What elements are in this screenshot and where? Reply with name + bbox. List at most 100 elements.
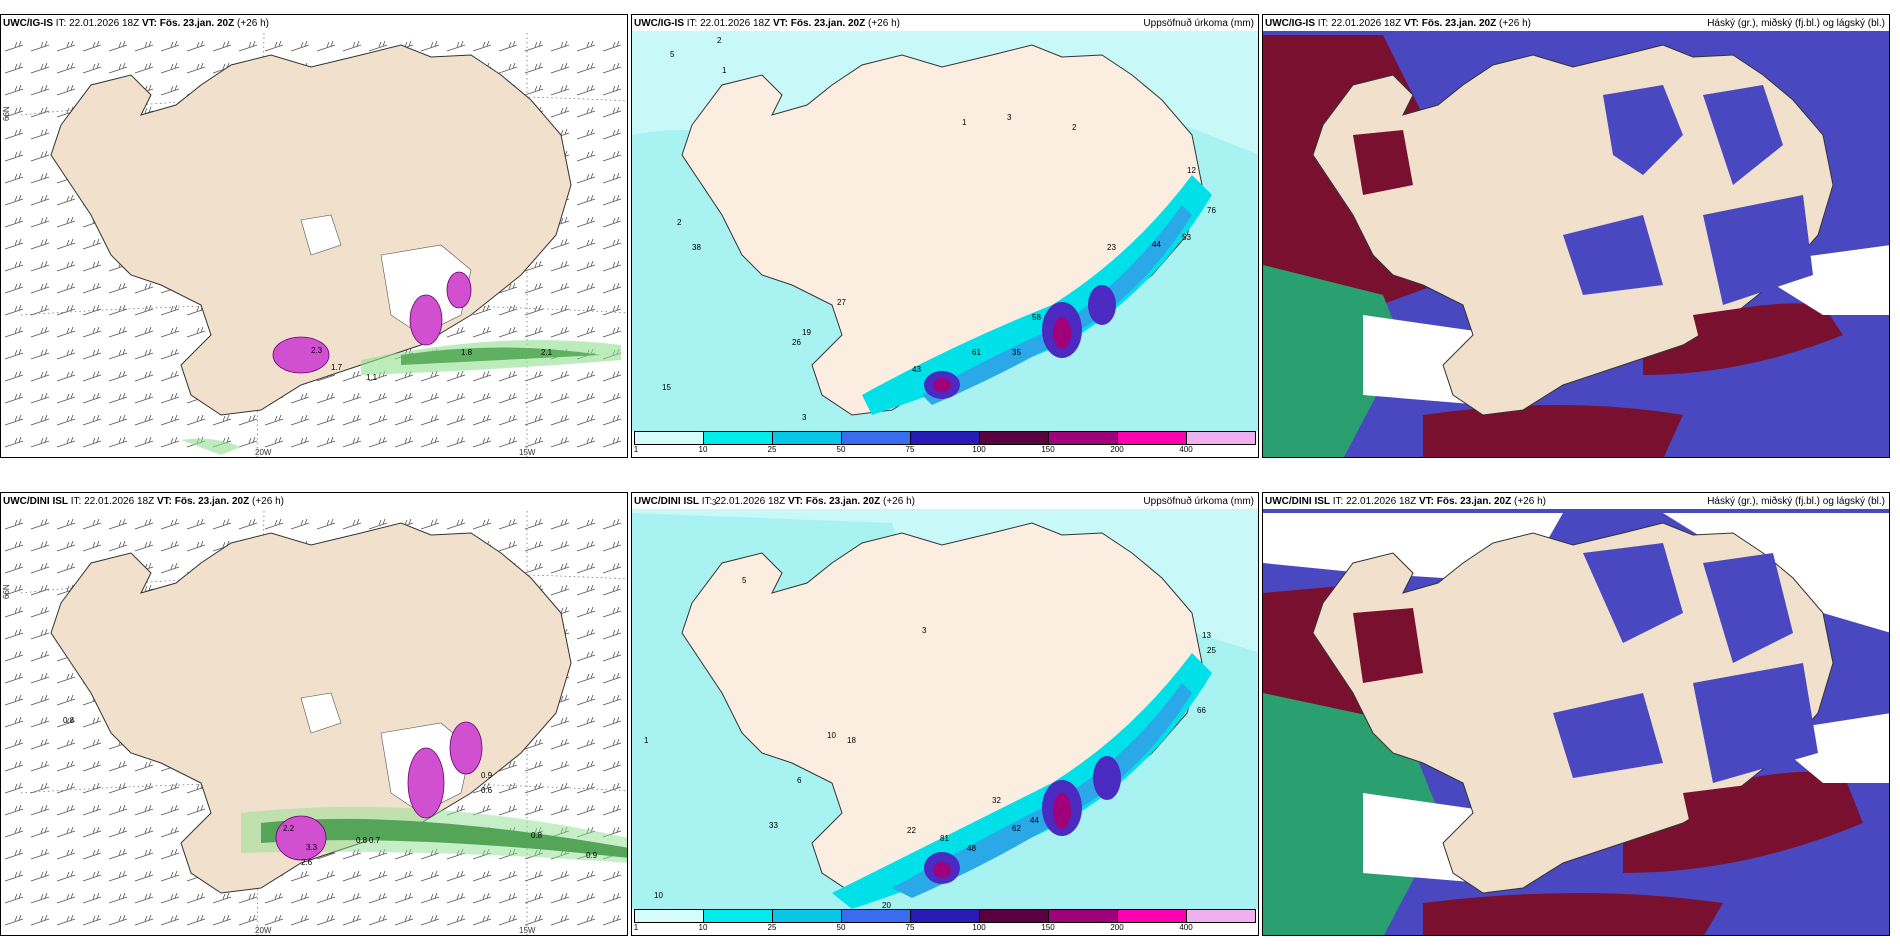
svg-text:44: 44 [1030, 816, 1039, 825]
svg-text:2.2: 2.2 [283, 824, 295, 833]
svg-text:66: 66 [1197, 706, 1206, 715]
wind-label: 2.3 [311, 346, 323, 355]
svg-text:0.8: 0.8 [531, 831, 543, 840]
legend-swatch [704, 910, 773, 922]
svg-text:62: 62 [1012, 824, 1021, 833]
svg-text:0.7: 0.7 [369, 836, 381, 845]
legend-swatch [1118, 432, 1187, 444]
precip-legend: 1 10 25 50 75 100 150 200 400 [632, 429, 1258, 457]
svg-text:10: 10 [827, 731, 836, 740]
svg-text:2.6: 2.6 [301, 858, 313, 867]
svg-text:0.9: 0.9 [481, 771, 493, 780]
svg-text:23: 23 [1107, 243, 1116, 252]
panel-cloud-bottom: UWC/DINI ISL IT: 22.01.2026 18Z VT: Fös.… [1262, 492, 1890, 936]
panel-precip-top: UWC/IG-IS IT: 22.01.2026 18Z VT: Fös. 23… [631, 14, 1259, 458]
svg-text:20: 20 [882, 901, 891, 910]
svg-text:22: 22 [907, 826, 916, 835]
panel-header: UWC/DINI ISL IT: 22.01.2026 18Z VT: Fös.… [634, 496, 915, 507]
wind-map: 0.8 2.2 3.3 2.6 0.8 0.7 0.6 0.9 0.8 0.9 … [1, 510, 627, 935]
panel-header: UWC/IG-IS IT: 22.01.2026 18Z VT: Fös. 23… [1265, 18, 1531, 29]
svg-text:25: 25 [1207, 646, 1216, 655]
svg-text:5: 5 [742, 576, 747, 585]
svg-text:1: 1 [962, 118, 967, 127]
wind-label: 1.1 [366, 373, 378, 382]
svg-text:61: 61 [972, 348, 981, 357]
legend-swatch [635, 910, 704, 922]
svg-text:26: 26 [792, 338, 801, 347]
panel-cloud-top: UWC/IG-IS IT: 22.01.2026 18Z VT: Fös. 23… [1262, 14, 1890, 458]
lat-label: 66N [2, 106, 11, 121]
legend-swatch [911, 432, 980, 444]
svg-text:0.6: 0.6 [481, 786, 493, 795]
panel-precip-bottom: UWC/DINI ISL IT: 22.01.2026 18Z VT: Fös.… [631, 492, 1259, 936]
svg-text:2: 2 [677, 218, 682, 227]
lon-label: 15W [519, 926, 536, 935]
lon-label: 20W [255, 926, 272, 935]
svg-text:10: 10 [654, 891, 663, 900]
lat-label: 66N [2, 584, 11, 599]
legend-swatch [842, 432, 911, 444]
panel-title: Háský (gr.), miðský (fj.bl.) og lágský (… [1707, 18, 1885, 29]
wind-map: 2.3 1.7 1.1 1.8 2.1 20W 15W 66N [1, 32, 627, 457]
svg-text:81: 81 [940, 834, 949, 843]
svg-text:43: 43 [912, 365, 921, 374]
wind-label: 1.8 [461, 348, 473, 357]
legend-swatch [980, 432, 1049, 444]
svg-text:3: 3 [712, 498, 717, 507]
svg-text:0.8: 0.8 [63, 716, 75, 725]
legend-swatch [1049, 432, 1118, 444]
legend-swatch [911, 910, 980, 922]
svg-text:2: 2 [1072, 123, 1077, 132]
svg-text:58: 58 [1032, 313, 1041, 322]
panel-title: Uppsöfnuð úrkoma (mm) [1143, 496, 1254, 507]
svg-text:76: 76 [1207, 206, 1216, 215]
svg-text:35: 35 [1012, 348, 1021, 357]
precip-legend: 1 10 25 50 75 100 150 200 400 [632, 907, 1258, 935]
legend-swatch [1049, 910, 1118, 922]
panel-header: UWC/IG-IS IT: 22.01.2026 18Z VT: Fös. 23… [3, 18, 269, 29]
panel-header: UWC/DINI ISL IT: 22.01.2026 18Z VT: Fös.… [3, 496, 284, 507]
legend-swatch [1118, 910, 1187, 922]
svg-text:3: 3 [922, 626, 927, 635]
wind-label: 1.7 [331, 363, 343, 372]
svg-text:44: 44 [1152, 240, 1161, 249]
svg-text:0.8: 0.8 [356, 836, 368, 845]
svg-text:3.3: 3.3 [306, 843, 318, 852]
svg-text:3: 3 [1007, 113, 1012, 122]
svg-text:38: 38 [692, 243, 701, 252]
svg-text:2: 2 [717, 36, 722, 45]
legend-swatch [842, 910, 911, 922]
panel-wind-bottom: UWC/DINI ISL IT: 22.01.2026 18Z VT: Fös.… [0, 492, 628, 936]
precip-map: 5 2 1 1 3 2 2 38 27 19 26 15 3 12 44 53 … [632, 31, 1258, 431]
svg-text:6: 6 [797, 776, 802, 785]
panel-wind-top: UWC/IG-IS IT: 22.01.2026 18Z VT: Fös. 23… [0, 14, 628, 458]
panel-header: UWC/DINI ISL IT: 22.01.2026 18Z VT: Fös.… [1265, 496, 1546, 507]
svg-text:3: 3 [802, 413, 807, 422]
svg-text:53: 53 [1182, 233, 1191, 242]
panel-header: UWC/IG-IS IT: 22.01.2026 18Z VT: Fös. 23… [634, 18, 900, 29]
panel-title: Háský (gr.), miðský (fj.bl.) og lágský (… [1707, 496, 1885, 507]
legend-swatch [773, 910, 842, 922]
svg-text:1: 1 [644, 736, 649, 745]
lon-label: 15W [519, 448, 536, 457]
svg-text:33: 33 [769, 821, 778, 830]
cloud-map [1263, 31, 1889, 457]
legend-swatch [704, 432, 773, 444]
lon-label: 20W [255, 448, 272, 457]
svg-text:19: 19 [802, 328, 811, 337]
svg-text:18: 18 [847, 736, 856, 745]
svg-text:27: 27 [837, 298, 846, 307]
cloud-map [1263, 509, 1889, 935]
legend-swatch [773, 432, 842, 444]
svg-text:15: 15 [662, 383, 671, 392]
legend-swatch [1187, 910, 1255, 922]
wind-label: 2.1 [541, 348, 553, 357]
legend-swatch [635, 432, 704, 444]
svg-text:12: 12 [1187, 166, 1196, 175]
svg-text:0.9: 0.9 [586, 851, 598, 860]
svg-text:5: 5 [670, 50, 675, 59]
legend-swatch [980, 910, 1049, 922]
legend-swatch [1187, 432, 1255, 444]
panel-title: Uppsöfnuð úrkoma (mm) [1143, 18, 1254, 29]
svg-text:32: 32 [992, 796, 1001, 805]
